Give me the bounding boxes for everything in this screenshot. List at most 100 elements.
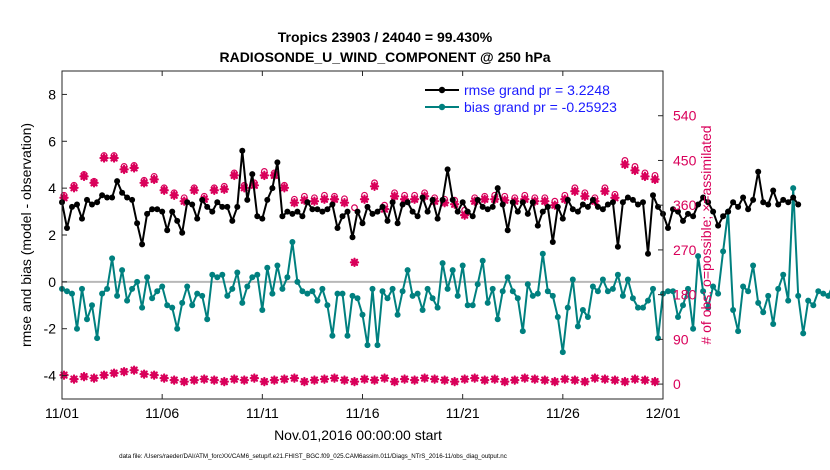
bias-point <box>109 255 116 262</box>
rmse-point <box>604 201 611 208</box>
rmse-point <box>504 227 511 234</box>
data-file-footer: data file: /Users/raeder/DAI/ATM_forcXX/… <box>119 453 507 460</box>
rmse-point <box>199 196 206 203</box>
obs_possible-marker <box>230 169 238 177</box>
obs_possible-marker <box>651 171 659 179</box>
obs_possible-marker <box>220 182 228 190</box>
rmse-point <box>229 217 236 224</box>
rmse-point <box>349 234 356 241</box>
bias-point <box>730 307 737 313</box>
bias-point <box>770 321 777 327</box>
obs_possible-marker <box>130 162 138 169</box>
bias-point <box>624 276 631 283</box>
rmse-point <box>645 250 651 257</box>
rmse-point <box>219 203 226 210</box>
bias-point <box>740 283 747 290</box>
rmse-point <box>114 178 121 185</box>
bias-point <box>399 288 406 295</box>
bias-point <box>259 307 266 313</box>
chart-title-line1: Tropics 23903 / 24040 = 99.430% <box>278 29 493 45</box>
bias-point <box>675 314 681 320</box>
x-tick-label: 11/11 <box>246 405 279 421</box>
bias-point <box>154 288 161 295</box>
rmse-point <box>599 206 606 213</box>
bias-point <box>454 292 461 299</box>
obs_possible-marker <box>571 184 579 192</box>
obs_assimilated-marker <box>469 196 480 206</box>
rmse-point <box>544 203 551 210</box>
bias-point <box>279 285 286 292</box>
rmse-point <box>254 213 261 220</box>
rmse-point <box>334 225 341 231</box>
obs_assimilated-marker <box>319 194 330 204</box>
legend-rmse-marker <box>438 86 446 94</box>
obs_bottom-marker <box>169 375 179 385</box>
bias-point <box>439 260 446 267</box>
obs_bottom-marker <box>269 375 280 385</box>
bias-point <box>149 295 156 302</box>
bias-point <box>269 290 276 297</box>
rmse-point <box>384 217 391 224</box>
rmse-point <box>715 222 722 229</box>
rmse-point <box>259 215 266 222</box>
rmse-point <box>359 220 366 227</box>
y-left-tick-label: 6 <box>48 133 56 149</box>
rmse-point <box>289 210 296 217</box>
bias-point <box>119 267 126 274</box>
obs_bottom-marker <box>500 376 510 387</box>
obs_possible-marker <box>521 191 529 199</box>
obs_bottom-marker <box>610 375 620 385</box>
obs_assimilated-marker <box>389 191 400 201</box>
obs_possible-marker <box>601 184 609 192</box>
bias-point <box>324 302 331 309</box>
obs_possible-marker <box>351 204 358 212</box>
obs_assimilated-marker <box>299 195 310 205</box>
bias-point <box>569 276 576 283</box>
rmse-point <box>750 196 757 203</box>
rmse-point <box>584 203 591 210</box>
rmse-point <box>404 199 411 206</box>
obs_bottom-marker <box>249 373 260 383</box>
bias-point <box>379 288 386 295</box>
rmse-point <box>99 192 106 199</box>
obs_bottom-marker <box>129 365 139 375</box>
rmse-point <box>609 199 616 206</box>
legend-box <box>418 78 641 118</box>
bias-point <box>574 323 581 330</box>
obs_assimilated-marker <box>640 171 650 182</box>
rmse-point <box>469 213 476 220</box>
rmse-point <box>244 196 251 203</box>
bias-point <box>229 285 236 292</box>
bias-point <box>74 325 80 332</box>
bias-point <box>219 271 226 278</box>
obs_bottom-marker <box>259 376 270 387</box>
rmse-point <box>464 208 471 215</box>
bias-point <box>680 302 686 309</box>
y-left-tick-label: -4 <box>44 368 57 384</box>
rmse-point <box>710 208 717 215</box>
axis-layer: -4 -2 0 2 4 6 8 0 90 180 270 360 450 540 11/01 11/06 11/… <box>44 71 697 421</box>
rmse-point <box>379 203 386 210</box>
rmse-point <box>79 215 85 222</box>
obs_bottom-marker <box>419 373 430 383</box>
rmse-point <box>770 187 777 194</box>
bias-point <box>700 288 707 295</box>
bias-point <box>419 307 426 313</box>
rmse-point <box>499 201 506 208</box>
obs_possible-marker <box>311 194 318 202</box>
rmse-point <box>539 208 546 215</box>
obs_assimilated-marker <box>620 159 630 170</box>
bias-point <box>815 288 822 295</box>
obs_bottom-marker <box>490 374 500 384</box>
obs_bottom-marker <box>630 374 640 384</box>
obs_bottom-marker <box>179 376 189 387</box>
bias-point <box>765 292 772 299</box>
rmse-point <box>139 241 146 248</box>
rmse-point <box>534 222 541 229</box>
obs_possible-marker <box>361 191 368 199</box>
bias-point <box>199 292 206 299</box>
rmse-point <box>775 201 782 208</box>
rmse-point <box>640 199 646 206</box>
obs_possible-marker <box>280 181 288 189</box>
